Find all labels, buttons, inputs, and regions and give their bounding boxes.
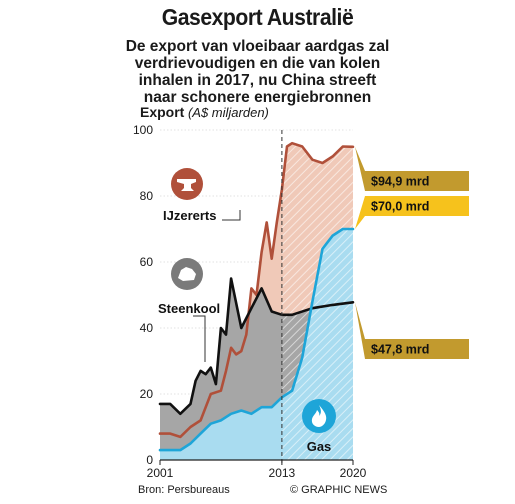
credit-note: © GRAPHIC NEWS xyxy=(290,484,388,496)
page-title: Gasexport Australië xyxy=(161,4,354,30)
y-tick-label: 20 xyxy=(140,387,154,401)
iron-ore-label: IJzererts xyxy=(163,208,216,223)
subtitle-line: naar schonere energiebronnen xyxy=(143,89,372,106)
y-tick-label: 0 xyxy=(146,453,153,467)
gas-icon-shape xyxy=(311,405,327,427)
x-tick-label: 2020 xyxy=(340,466,367,480)
coal-label: Steenkool xyxy=(158,301,220,316)
coal-callout-text: $47,8 mrd xyxy=(371,343,429,357)
page-subtitle: De export van vloeibaar aardgas zal verd… xyxy=(60,38,455,106)
gas-flame-icon xyxy=(302,399,336,433)
y-tick-label: 100 xyxy=(133,123,153,137)
coal-area xyxy=(160,229,353,451)
y-tick-label: 40 xyxy=(140,321,154,335)
coal-callout: $47,8 mrd xyxy=(355,302,469,359)
gas-callout: $70,0 mrd xyxy=(355,196,469,229)
gas-label: Gas xyxy=(307,439,332,454)
iron-ore-leader xyxy=(222,210,241,221)
source-note: Bron: Persbureaus xyxy=(138,484,230,496)
iron-ore-callout-box xyxy=(355,146,469,191)
subtitle-line: inhalen in 2017, nu China streeft xyxy=(138,72,377,89)
coal-icon-shape xyxy=(178,267,196,281)
x-tick-label: 2001 xyxy=(147,466,174,480)
coal-lump-icon xyxy=(171,258,203,290)
y-axis-label-unit: (A$ miljarden) xyxy=(187,105,269,120)
chart-axes: 0 20 40 60 80 100 2001 2013 2020 xyxy=(133,123,367,480)
subtitle-line: verdrievoudigen en die van kolen xyxy=(134,55,381,72)
coal-callout-box xyxy=(355,302,469,359)
gas-line xyxy=(158,227,355,452)
y-tick-label: 80 xyxy=(140,189,154,203)
gas-callout-box xyxy=(355,196,469,229)
subtitle-line: De export van vloeibaar aardgas zal xyxy=(125,38,390,55)
chart-labels: IJzererts Steenkool Gas $94,9 mrd $70,0 mrd $… xyxy=(158,146,469,454)
chart-lines xyxy=(158,141,355,452)
gas-callout-text: $70,0 mrd xyxy=(371,200,429,214)
y-axis-label-cap: Export xyxy=(140,104,185,120)
anvil-icon-shape xyxy=(177,179,196,191)
y-tick-label: 60 xyxy=(140,255,154,269)
iron-ore-anvil-icon xyxy=(171,168,203,200)
iron-ore-callout: $94,9 mrd xyxy=(355,146,469,191)
y-axis-label: Export (A$ miljarden) xyxy=(140,104,269,120)
coal-leader xyxy=(193,315,206,362)
coal-line xyxy=(158,277,355,416)
x-tick-label: 2013 xyxy=(269,466,296,480)
iron-ore-line xyxy=(158,141,355,439)
iron-ore-callout-text: $94,9 mrd xyxy=(371,175,429,189)
